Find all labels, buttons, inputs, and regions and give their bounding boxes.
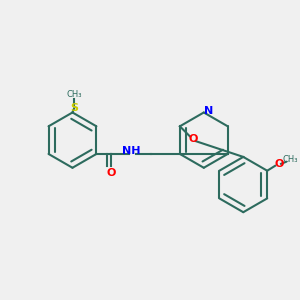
Text: CH₃: CH₃ <box>282 155 298 164</box>
Text: S: S <box>70 103 78 112</box>
Text: O: O <box>106 168 116 178</box>
Text: CH₃: CH₃ <box>67 90 82 99</box>
Text: N: N <box>204 106 213 116</box>
Text: NH: NH <box>122 146 140 156</box>
Text: O: O <box>189 134 198 144</box>
Text: O: O <box>274 159 284 169</box>
